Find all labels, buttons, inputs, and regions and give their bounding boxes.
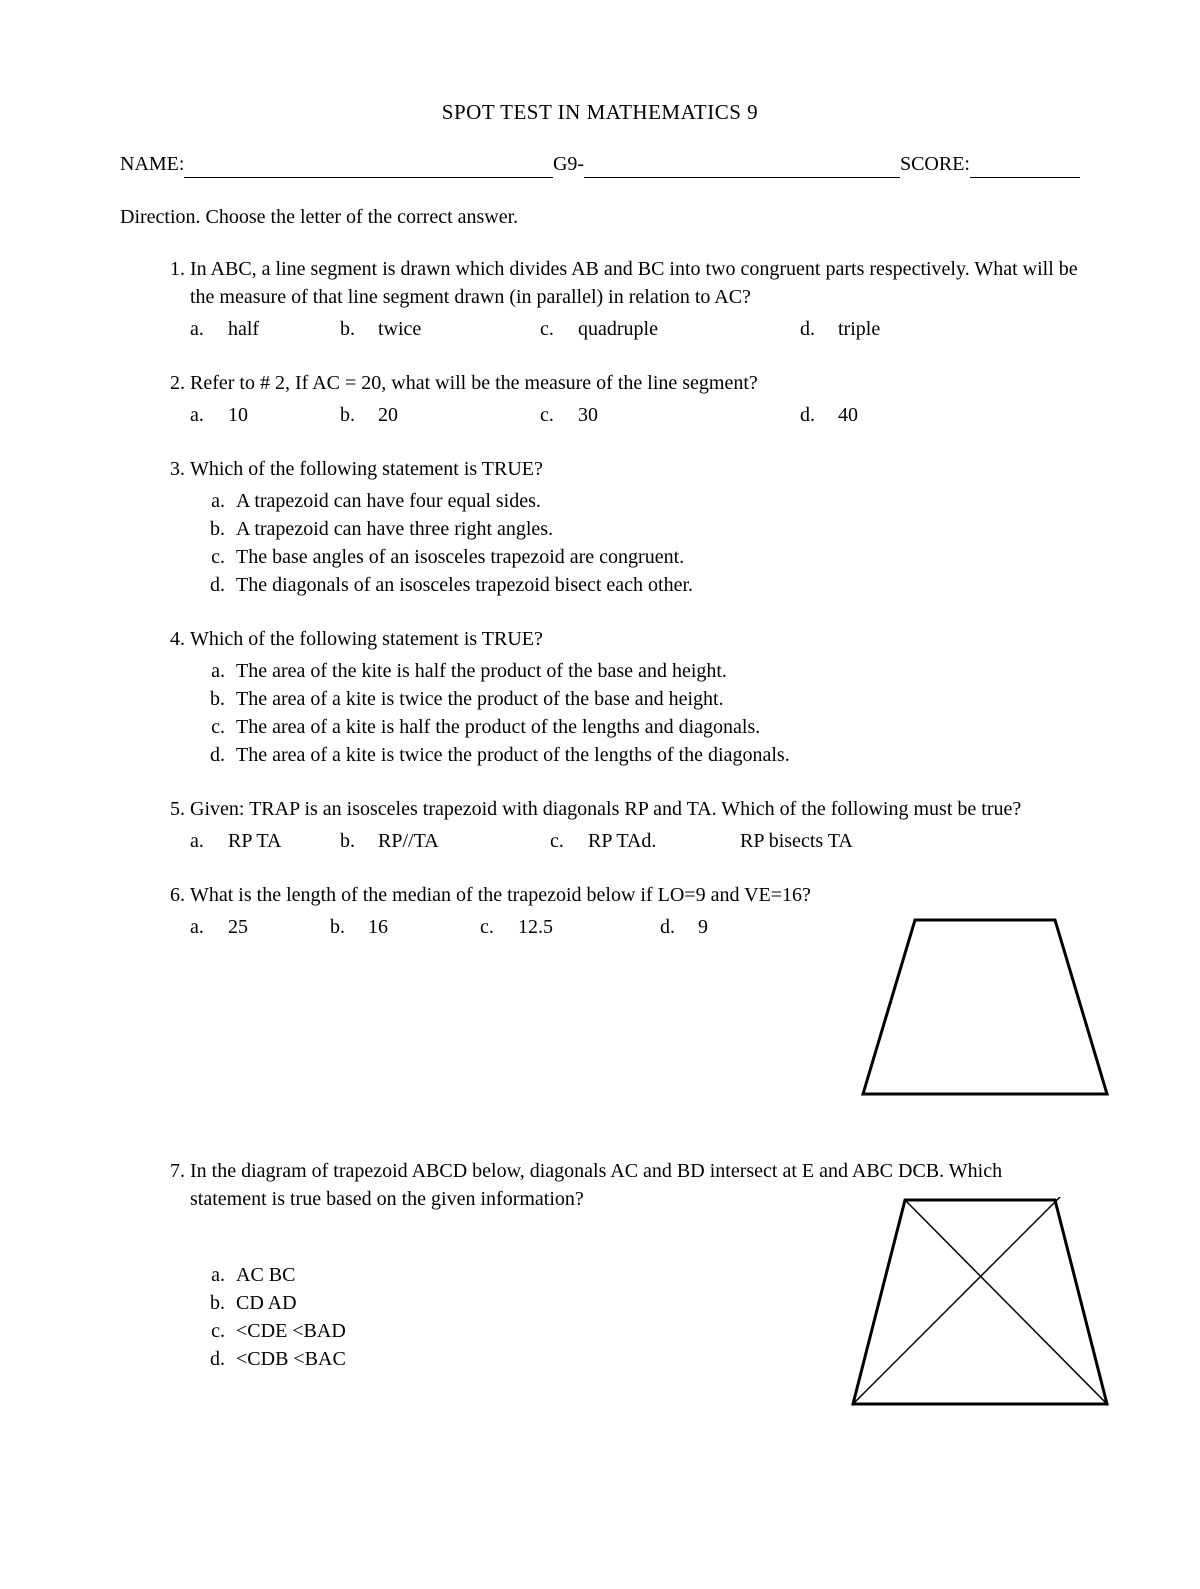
- q3-choices: A trapezoid can have four equal sides. A…: [190, 487, 1080, 599]
- q6-choice-c[interactable]: c.12.5: [480, 913, 660, 941]
- q5-choices: a.RP TA b.RP//TA c.RP TAd. RP bisects TA: [190, 827, 1080, 855]
- score-label: SCORE:: [900, 153, 970, 178]
- q4-choices: The area of the kite is half the product…: [190, 657, 1080, 769]
- section-blank[interactable]: [584, 153, 900, 178]
- q4-choice-a[interactable]: The area of the kite is half the product…: [230, 657, 1080, 685]
- q6-choice-b[interactable]: b.16: [330, 913, 480, 941]
- q1-choice-d[interactable]: d.triple: [800, 315, 950, 343]
- q2-choice-b[interactable]: b.20: [340, 401, 540, 429]
- q4-choice-b[interactable]: The area of a kite is twice the product …: [230, 685, 1080, 713]
- question-2: Refer to # 2, If AC = 20, what will be t…: [190, 369, 1080, 429]
- question-4: Which of the following statement is TRUE…: [190, 625, 1080, 769]
- q4-choice-d[interactable]: The area of a kite is twice the product …: [230, 741, 1080, 769]
- q3-choice-d[interactable]: The diagonals of an isosceles trapezoid …: [230, 571, 1080, 599]
- q4-stem: Which of the following statement is TRUE…: [190, 625, 1080, 653]
- question-7: In the diagram of trapezoid ABCD below, …: [190, 1157, 1080, 1503]
- question-6: What is the length of the median of the …: [190, 881, 1080, 1131]
- q3-choice-c[interactable]: The base angles of an isosceles trapezoi…: [230, 543, 1080, 571]
- page: SPOT TEST IN MATHEMATICS 9 NAME: G9- SCO…: [0, 0, 1200, 1589]
- section-label: G9-: [553, 153, 584, 178]
- question-1: In ABC, a line segment is drawn which di…: [190, 255, 1080, 343]
- q1-stem: In ABC, a line segment is drawn which di…: [190, 255, 1080, 311]
- name-label: NAME:: [120, 153, 184, 178]
- q1-choice-b[interactable]: b.twice: [340, 315, 540, 343]
- score-blank[interactable]: [970, 153, 1080, 178]
- q1-choices: a.half b.twice c.quadruple d.triple: [190, 315, 1080, 343]
- q2-choices: a.10 b.20 c.30 d.40: [190, 401, 1080, 429]
- name-blank[interactable]: [184, 153, 553, 178]
- q3-choice-a[interactable]: A trapezoid can have four equal sides.: [230, 487, 1080, 515]
- q3-choice-b[interactable]: A trapezoid can have three right angles.: [230, 515, 1080, 543]
- trapezoid-figure-q7: [850, 1197, 1110, 1412]
- q2-choice-d[interactable]: d.40: [800, 401, 950, 429]
- q4-choice-c[interactable]: The area of a kite is half the product o…: [230, 713, 1080, 741]
- q1-choice-c[interactable]: c.quadruple: [540, 315, 800, 343]
- question-list: In ABC, a line segment is drawn which di…: [120, 255, 1080, 1503]
- q5-choice-b[interactable]: b.RP//TA: [340, 827, 550, 855]
- q2-choice-c[interactable]: c.30: [540, 401, 800, 429]
- q5-stem: Given: TRAP is an isosceles trapezoid wi…: [190, 795, 1080, 823]
- q2-choice-a[interactable]: a.10: [190, 401, 340, 429]
- q3-stem: Which of the following statement is TRUE…: [190, 455, 1080, 483]
- q6-stem: What is the length of the median of the …: [190, 881, 1080, 909]
- direction-text: Direction. Choose the letter of the corr…: [120, 206, 1080, 229]
- q6-choice-a[interactable]: a.25: [190, 913, 330, 941]
- question-5: Given: TRAP is an isosceles trapezoid wi…: [190, 795, 1080, 855]
- q5-choice-c[interactable]: c.RP TAd.: [550, 827, 740, 855]
- q2-stem: Refer to # 2, If AC = 20, what will be t…: [190, 369, 1080, 397]
- question-3: Which of the following statement is TRUE…: [190, 455, 1080, 599]
- page-title: SPOT TEST IN MATHEMATICS 9: [120, 100, 1080, 125]
- trapezoid-figure-q6: [860, 917, 1110, 1097]
- q5-choice-d[interactable]: RP bisects TA: [740, 827, 940, 855]
- q6-choice-d[interactable]: d.9: [660, 913, 780, 941]
- header-fields: NAME: G9- SCORE:: [120, 153, 1080, 178]
- q1-choice-a[interactable]: a.half: [190, 315, 340, 343]
- q5-choice-a[interactable]: a.RP TA: [190, 827, 340, 855]
